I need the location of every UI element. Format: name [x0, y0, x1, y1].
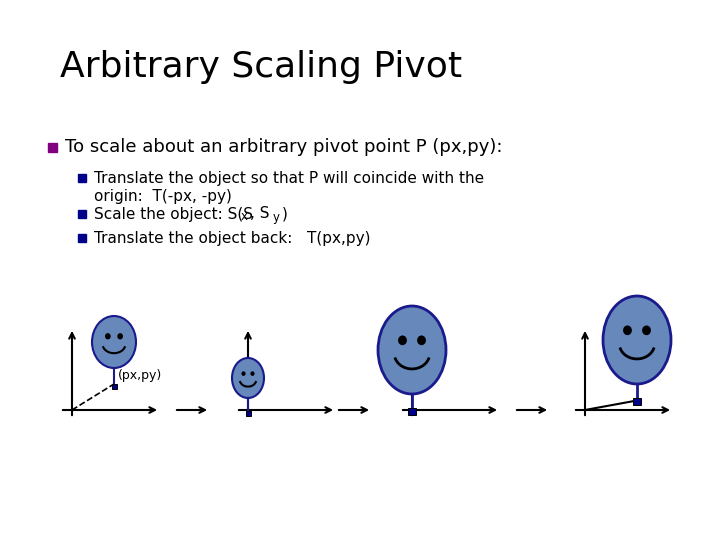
Bar — [78, 174, 86, 182]
Text: To scale about an arbitrary pivot point P (px,py):: To scale about an arbitrary pivot point … — [65, 138, 503, 157]
Text: origin:  T(-px, -py): origin: T(-px, -py) — [94, 190, 232, 205]
Ellipse shape — [623, 326, 632, 335]
Text: (px,py): (px,py) — [118, 369, 162, 382]
Bar — [78, 234, 86, 242]
Text: Arbitrary Scaling Pivot: Arbitrary Scaling Pivot — [60, 50, 462, 84]
Bar — [408, 408, 415, 415]
Bar — [78, 210, 86, 218]
Text: x: x — [241, 211, 248, 224]
Text: , S: , S — [250, 206, 269, 221]
Ellipse shape — [241, 372, 246, 376]
Text: Scale the object: S(S: Scale the object: S(S — [94, 206, 253, 221]
Bar — [48, 143, 57, 152]
Bar — [112, 384, 117, 389]
Bar — [634, 398, 641, 406]
Ellipse shape — [232, 358, 264, 398]
Text: Translate the object so that P will coincide with the: Translate the object so that P will coin… — [94, 171, 484, 186]
Ellipse shape — [92, 316, 136, 368]
Ellipse shape — [251, 372, 255, 376]
Ellipse shape — [105, 333, 111, 340]
Bar — [246, 411, 251, 416]
Text: Translate the object back:   T(px,py): Translate the object back: T(px,py) — [94, 231, 371, 246]
Ellipse shape — [417, 335, 426, 345]
Ellipse shape — [378, 306, 446, 394]
Text: y: y — [273, 211, 280, 224]
Ellipse shape — [603, 296, 671, 384]
Ellipse shape — [117, 333, 123, 340]
Text: ): ) — [282, 206, 288, 221]
Ellipse shape — [642, 326, 651, 335]
Ellipse shape — [398, 335, 407, 345]
